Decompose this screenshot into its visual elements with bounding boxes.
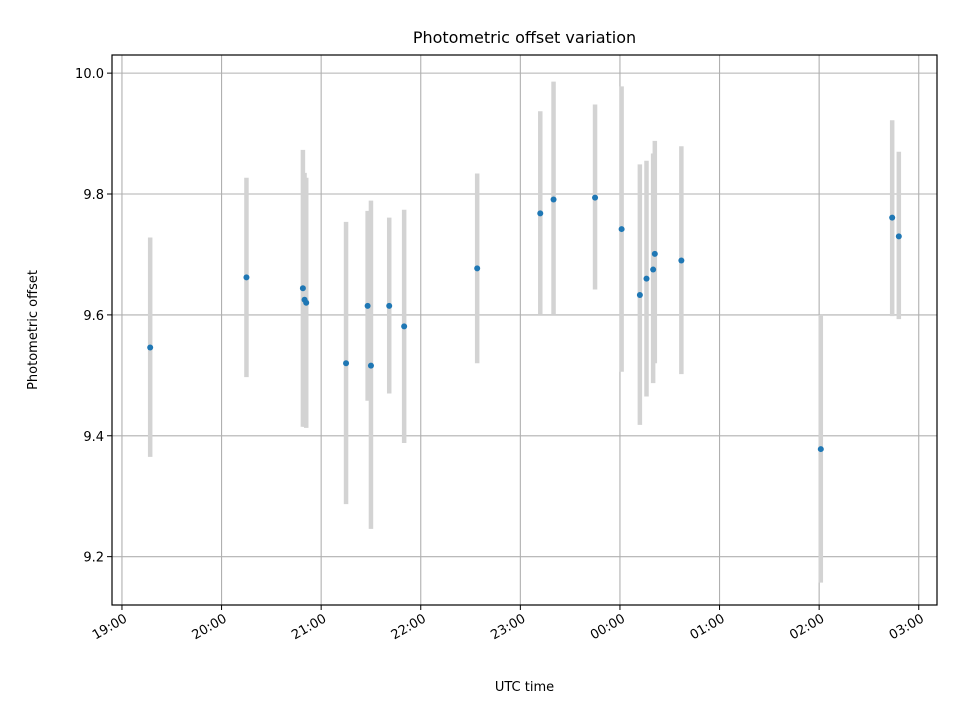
y-ticks: 9.2 9.4 9.6 9.8 10.0 bbox=[75, 67, 112, 566]
data-point bbox=[147, 344, 154, 351]
x-axis-label: UTC time bbox=[495, 680, 554, 695]
x-tick-label: 22:00 bbox=[389, 611, 429, 643]
y-axis-label: Photometric offset bbox=[26, 270, 41, 390]
x-tick-label: 19:00 bbox=[90, 611, 130, 643]
data-point bbox=[550, 196, 557, 203]
y-tick-label: 9.6 bbox=[83, 309, 104, 324]
grid-lines bbox=[112, 55, 937, 605]
data-points bbox=[147, 194, 902, 453]
data-point bbox=[889, 214, 896, 221]
x-tick-label: 02:00 bbox=[787, 611, 827, 643]
data-point bbox=[367, 362, 374, 369]
data-point bbox=[474, 265, 481, 272]
x-tick-label: 21:00 bbox=[289, 611, 329, 643]
x-tick-label: 01:00 bbox=[688, 611, 728, 643]
x-tick-label: 00:00 bbox=[588, 611, 628, 643]
data-point bbox=[386, 302, 393, 309]
data-point bbox=[651, 250, 658, 257]
data-point bbox=[895, 233, 902, 240]
y-tick-label: 10.0 bbox=[75, 67, 104, 82]
y-tick-label: 9.8 bbox=[83, 188, 104, 203]
data-point bbox=[643, 275, 650, 282]
x-tick-label: 03:00 bbox=[887, 611, 927, 643]
x-tick-label: 20:00 bbox=[190, 611, 230, 643]
data-point bbox=[537, 210, 544, 217]
y-tick-label: 9.4 bbox=[83, 430, 104, 445]
plot-frame bbox=[111, 54, 938, 606]
x-tick-label: 23:00 bbox=[488, 611, 528, 643]
error-bars bbox=[147, 81, 902, 583]
data-point bbox=[303, 299, 310, 306]
y-tick-label: 9.2 bbox=[83, 551, 104, 566]
data-point bbox=[618, 226, 625, 233]
data-point bbox=[243, 274, 250, 281]
chart-title: Photometric offset variation bbox=[413, 28, 636, 47]
data-point bbox=[299, 285, 306, 292]
data-point bbox=[636, 291, 643, 298]
data-point bbox=[401, 323, 408, 330]
data-point bbox=[650, 266, 657, 273]
x-ticks: 19:00 20:00 21:00 22:00 23:00 00:00 01:00 02:00… bbox=[90, 605, 927, 643]
data-point bbox=[364, 302, 371, 309]
data-point bbox=[592, 194, 599, 201]
data-point bbox=[678, 257, 685, 264]
data-point bbox=[817, 446, 824, 453]
data-point bbox=[343, 360, 350, 367]
